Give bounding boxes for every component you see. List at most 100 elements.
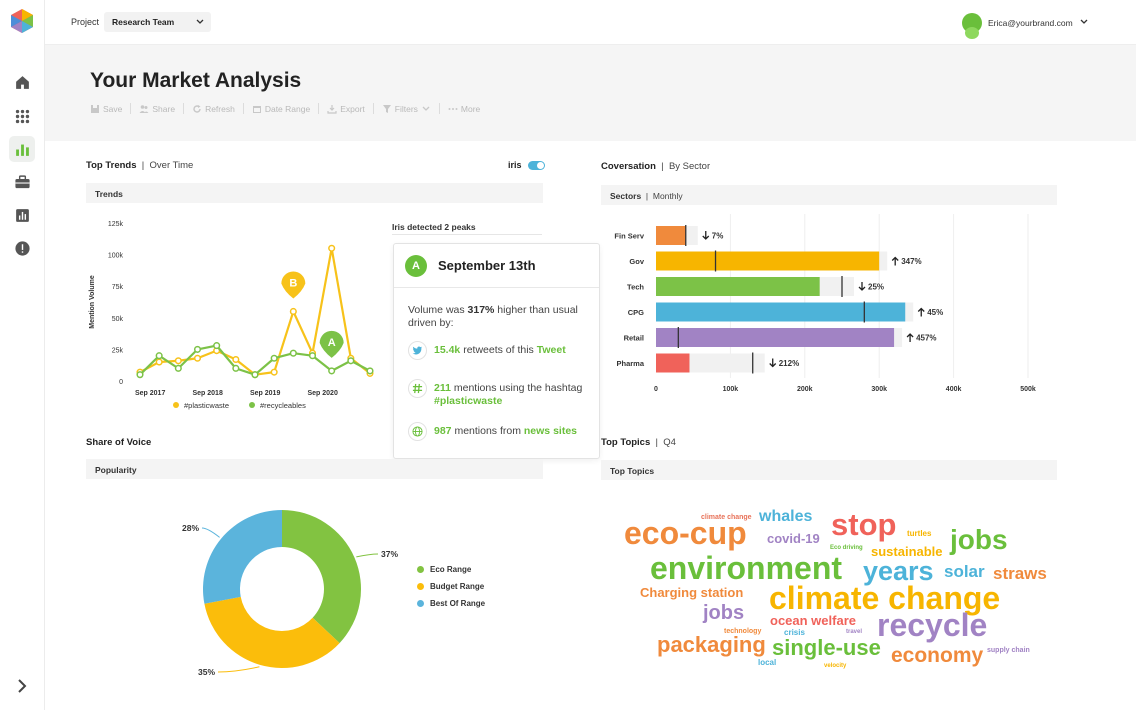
category-label: CPG [628,308,644,317]
word-cloud-term[interactable]: crisis [784,628,805,637]
avatar[interactable] [962,13,982,39]
toggle-switch[interactable] [527,160,545,170]
word-cloud-term[interactable]: climate change [769,580,1001,616]
word-cloud-term[interactable]: technology [724,628,762,635]
chevron-right-icon[interactable] [12,676,32,696]
word-cloud-term[interactable]: Eco driving [830,545,863,551]
data-point [213,342,221,350]
x-tick-label: Sep 2019 [250,390,280,397]
reports-icon[interactable] [9,202,35,228]
briefcase-icon[interactable] [9,169,35,195]
analytics-icon[interactable] [9,136,35,162]
bar [656,302,906,322]
title-separator: | [658,161,667,172]
word-cloud-term[interactable]: velocity [824,663,847,669]
iris-card-header: A September 13th [394,244,599,288]
news-count: 987 [434,425,452,437]
divider [183,103,185,114]
hashtag-link[interactable]: #plasticwaste [434,395,503,407]
data-point [232,364,240,372]
export-button[interactable]: Export [327,104,373,114]
arrow-up-icon [917,307,925,317]
x-tick-label: 100k [723,386,739,393]
divider [438,103,440,114]
word-cloud-term[interactable]: single-use [772,635,881,660]
topics-title: Top Topics [601,437,651,448]
legend-label: Eco Range [430,565,472,574]
word-cloud-term[interactable]: solar [944,562,985,581]
alert-icon[interactable] [9,235,35,261]
word-cloud-term[interactable]: covid-19 [767,531,820,546]
y-axis-label: Mention Volume [89,275,96,329]
word-cloud-term[interactable]: local [758,658,777,667]
arrow-down-icon [858,282,866,291]
word-cloud-term[interactable]: jobs [950,524,1008,555]
tweet-link[interactable]: Tweet [536,344,566,356]
word-cloud-term[interactable]: packaging [657,632,766,657]
home-icon[interactable] [9,69,35,95]
iris-summary: Volume was 317% higher than usual driven… [408,304,588,330]
apps-grid-icon[interactable] [9,103,35,129]
word-cloud-term[interactable]: supply chain [987,647,1030,654]
conversation-section-title: Coversation | By Sector [601,161,710,172]
data-point [251,371,259,379]
save-icon [91,104,99,113]
word-cloud-term[interactable]: Charging station [640,585,744,600]
arrow-up-icon [906,333,914,342]
word-cloud-term[interactable]: straws [993,564,1047,583]
refresh-button[interactable]: Refresh [192,104,243,114]
legend-label: #recycleables [260,401,306,410]
date-range-button[interactable]: Date Range [252,104,318,114]
mentions-text: mentions using the hashtag [450,382,583,394]
word-cloud-term[interactable]: travel [846,629,863,635]
word-cloud-term[interactable]: whales [759,508,813,525]
leader-line [356,553,379,558]
word-cloud-term[interactable]: economy [891,644,984,667]
iris-toggle[interactable]: iris [508,160,545,170]
word-cloud-term[interactable]: environment [650,550,843,586]
data-point [366,367,374,375]
project-label: Project [71,17,100,27]
chevron-down-icon[interactable] [1079,17,1089,27]
data-point [174,357,182,365]
word-cloud-term[interactable]: jobs [703,602,745,624]
category-label: Fin Serv [614,232,644,241]
share-button[interactable]: Share [139,104,183,114]
more-button[interactable]: More [448,104,488,114]
word-cloud-term[interactable]: stop [831,507,897,542]
divider [242,103,244,114]
iris-toggle-label: iris [508,160,522,170]
save-button[interactable]: Save [90,104,130,114]
divider [130,103,132,114]
bar [656,226,686,245]
word-cloud-term[interactable]: turtles [907,529,932,538]
summary-text-2: higher than usual driven by: [408,304,578,329]
bar [656,328,895,347]
topics-subtitle: Q4 [663,437,676,448]
word-cloud-term[interactable]: ocean welfare [770,613,856,628]
data-point [193,354,202,362]
data-point [193,345,202,353]
refresh-icon [193,104,201,113]
retweets-text: retweets of this [460,344,537,356]
slice-label: 35% [198,667,215,677]
data-point [289,307,297,316]
project-select[interactable]: Research Team [104,12,211,32]
legend-dot [173,402,179,408]
news-sites-link[interactable]: news sites [523,425,578,437]
leader-line [201,527,220,538]
divider [392,234,542,235]
word-cloud-term[interactable]: climate change [701,514,752,521]
news-row: 987 mentions from news sites [408,422,593,441]
data-point [270,354,278,362]
user-email[interactable]: Erica@yourbrand.com [988,18,1073,28]
legend-dot [417,566,424,573]
word-cloud-term[interactable]: years [863,556,934,586]
word-cloud-term[interactable]: eco-cup [624,515,747,551]
word-cloud-term[interactable]: sustainable [871,544,943,559]
word-cloud-term[interactable]: recycle [877,607,988,643]
page-header: Your Market Analysis Save Share Refresh … [45,45,1136,141]
share-label: Share [152,103,176,114]
iris-heading: Iris detected 2 peaks [392,222,476,232]
filters-button[interactable]: Filters [382,104,439,114]
